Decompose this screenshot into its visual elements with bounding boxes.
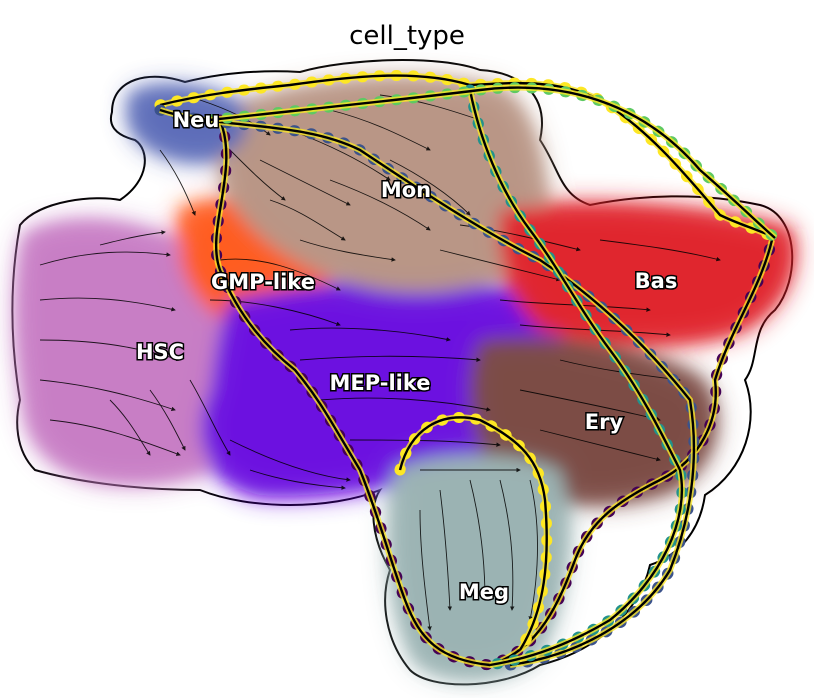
cluster-label-neu: Neu <box>173 108 220 132</box>
streamline-19 <box>259 159 351 206</box>
trajectory-boundaries <box>154 70 781 671</box>
streamline-25 <box>389 159 471 216</box>
cluster-label-gmp: GMP-like <box>211 270 315 294</box>
streamline-14 <box>299 355 481 362</box>
boundary-line-2 <box>159 108 696 667</box>
streamline-41 <box>229 149 286 201</box>
streamline-12 <box>209 299 341 326</box>
streamline-21 <box>329 109 431 151</box>
cluster-label-bas: Bas <box>635 269 678 293</box>
boundary-line-1 <box>215 119 774 667</box>
streamline-40 <box>159 149 196 216</box>
streamline-23 <box>299 239 396 262</box>
streamline-6 <box>109 399 151 456</box>
streamline-33 <box>539 429 661 462</box>
streamline-7 <box>149 389 186 451</box>
boundary-line-5 <box>398 416 548 651</box>
cluster-label-mep: MEP-like <box>329 371 430 395</box>
streamline-16 <box>349 439 501 447</box>
cluster-core-meg <box>391 455 568 678</box>
streamline-37 <box>528 479 538 621</box>
cluster-label-hsc: HSC <box>136 340 184 364</box>
boundary-line-3 <box>468 89 684 667</box>
cluster-core-mep <box>200 281 562 496</box>
streamline-15 <box>319 397 491 412</box>
streamline-26 <box>439 249 561 282</box>
streamline-24 <box>329 179 431 231</box>
streamline-34 <box>439 489 453 611</box>
velocity-streamlines <box>39 94 721 631</box>
cluster-label-mon: Mon <box>381 178 431 202</box>
figure-title: cell_type <box>349 21 465 51</box>
boundary-line-4 <box>209 86 776 239</box>
streamline-8 <box>189 379 231 456</box>
cluster-labels: Neu Mon GMP-like Bas HSC MEP-like Ery Me… <box>134 107 678 606</box>
streamline-11 <box>219 258 341 291</box>
streamline-30 <box>599 239 721 262</box>
streamline-36 <box>499 479 515 611</box>
streamline-5 <box>99 230 166 246</box>
streamline-0 <box>39 251 171 266</box>
streamline-38 <box>419 509 432 631</box>
cluster-label-meg: Meg <box>459 580 509 604</box>
streamline-1 <box>39 297 176 312</box>
cluster-core-bas <box>498 205 793 344</box>
streamline-13 <box>289 327 451 342</box>
streamline-35 <box>469 479 488 601</box>
streamline-9 <box>229 439 351 482</box>
cluster-label-ery: Ery <box>585 410 624 434</box>
streamline-10 <box>249 469 346 490</box>
streamline-4 <box>49 419 181 456</box>
streamline-18 <box>269 199 346 241</box>
streamline-2 <box>39 339 181 362</box>
